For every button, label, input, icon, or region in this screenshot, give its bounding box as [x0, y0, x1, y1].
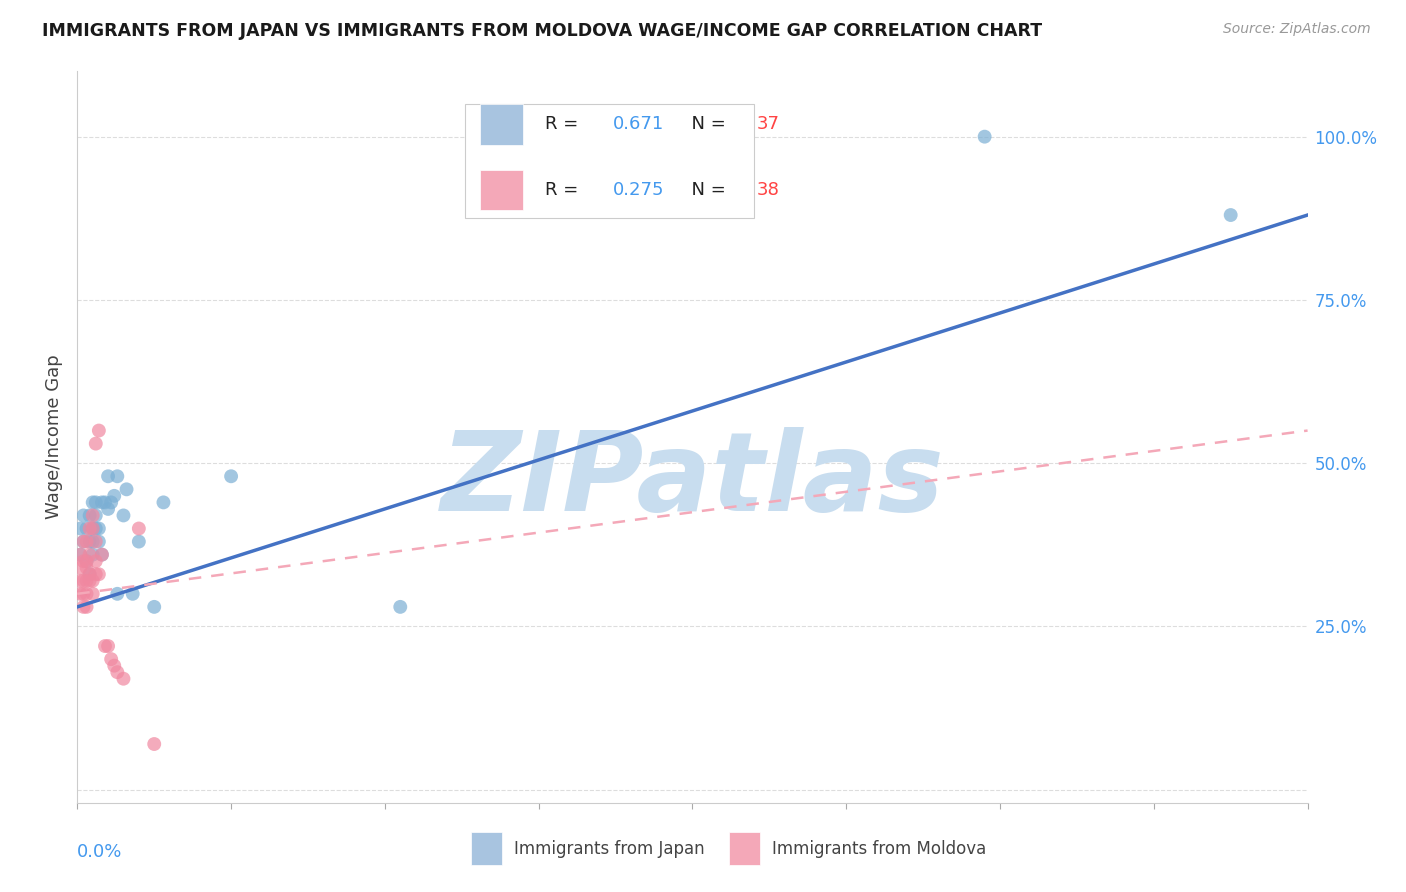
Text: 0.275: 0.275 [613, 181, 664, 199]
Text: 0.671: 0.671 [613, 115, 664, 133]
Point [87, 534, 110, 549]
Point [82, 495, 104, 509]
Point [87, 567, 110, 582]
Point [103, 658, 125, 673]
FancyBboxPatch shape [465, 104, 754, 218]
Point [69, 521, 91, 535]
Point [97, 469, 120, 483]
Point [84, 436, 107, 450]
Point [84, 534, 107, 549]
Point [115, 483, 138, 497]
Point [69, 574, 91, 588]
Point [105, 587, 128, 601]
Point [76, 534, 98, 549]
Point [79, 567, 101, 582]
Text: R =: R = [546, 181, 583, 199]
Point [112, 672, 135, 686]
Point [79, 548, 101, 562]
Point [79, 534, 101, 549]
Point [389, 599, 412, 614]
Point [121, 587, 143, 601]
Bar [479, 170, 523, 211]
Text: IMMIGRANTS FROM JAPAN VS IMMIGRANTS FROM MOLDOVA WAGE/INCOME GAP CORRELATION CHA: IMMIGRANTS FROM JAPAN VS IMMIGRANTS FROM… [42, 22, 1042, 40]
Text: R =: R = [546, 115, 583, 133]
Point [72, 534, 94, 549]
Point [105, 665, 128, 680]
Point [79, 567, 101, 582]
Point [87, 521, 110, 535]
Point [76, 587, 98, 601]
Point [76, 554, 98, 568]
Point [84, 508, 107, 523]
Text: Immigrants from Moldova: Immigrants from Moldova [772, 840, 987, 858]
Text: N =: N = [681, 115, 731, 133]
Point [72, 587, 94, 601]
Point [100, 652, 122, 666]
Point [76, 599, 98, 614]
Point [76, 560, 98, 574]
Bar [479, 104, 523, 145]
Point [79, 521, 101, 535]
Point [72, 599, 94, 614]
Point [79, 574, 101, 588]
Point [69, 587, 91, 601]
Point [97, 639, 120, 653]
Point [103, 489, 125, 503]
Point [152, 495, 174, 509]
Point [84, 495, 107, 509]
Point [76, 574, 98, 588]
Point [84, 521, 107, 535]
Point [72, 574, 94, 588]
Point [72, 534, 94, 549]
Text: Immigrants from Japan: Immigrants from Japan [515, 840, 704, 858]
Text: 38: 38 [756, 181, 779, 199]
Point [76, 521, 98, 535]
Point [128, 534, 150, 549]
Y-axis label: Wage/Income Gap: Wage/Income Gap [45, 355, 63, 519]
Point [72, 554, 94, 568]
Point [82, 521, 104, 535]
Point [143, 737, 166, 751]
Point [84, 554, 107, 568]
Point [90, 548, 114, 562]
Point [84, 567, 107, 582]
Point [82, 534, 104, 549]
Text: N =: N = [681, 181, 731, 199]
Point [90, 548, 114, 562]
Point [143, 599, 166, 614]
Text: Source: ZipAtlas.com: Source: ZipAtlas.com [1223, 22, 1371, 37]
Text: 0.0%: 0.0% [77, 843, 122, 861]
Point [973, 129, 995, 144]
Point [82, 521, 104, 535]
Point [112, 508, 135, 523]
Point [97, 502, 120, 516]
Point [82, 508, 104, 523]
Point [69, 548, 91, 562]
Point [90, 495, 114, 509]
Point [219, 469, 242, 483]
Point [69, 548, 91, 562]
Point [82, 574, 104, 588]
Point [69, 560, 91, 574]
Bar [471, 832, 502, 865]
Text: ZIPatlas: ZIPatlas [440, 427, 945, 534]
Point [105, 469, 128, 483]
Point [72, 508, 94, 523]
Point [76, 554, 98, 568]
Point [1219, 208, 1241, 222]
Point [100, 495, 122, 509]
Point [94, 495, 117, 509]
Point [82, 548, 104, 562]
Point [79, 508, 101, 523]
Point [128, 521, 150, 535]
Point [87, 424, 110, 438]
Point [82, 587, 104, 601]
Bar [730, 832, 761, 865]
Text: 37: 37 [756, 115, 779, 133]
Point [94, 639, 117, 653]
